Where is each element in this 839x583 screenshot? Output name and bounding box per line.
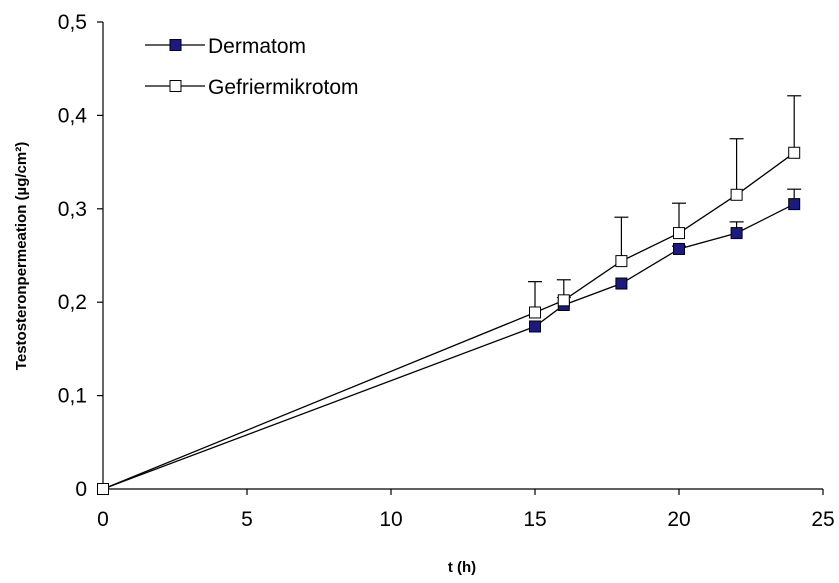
axes [102, 22, 823, 490]
data-point [730, 188, 743, 201]
x-axis-ticks: 0 5 10 15 20 25 [97, 489, 835, 531]
data-point [557, 294, 570, 307]
legend-marker [169, 39, 182, 51]
x-tick-label: 5 [241, 508, 253, 531]
y-tick-label: 0,4 [58, 104, 88, 127]
x-tick-label: 10 [379, 508, 402, 531]
y-axis-title: Testosteronpermeation (µg/cm²) [13, 142, 30, 370]
data-point [673, 227, 685, 240]
data-point [788, 198, 801, 211]
data-point [615, 277, 628, 290]
data-point [529, 320, 541, 333]
data-point [615, 255, 628, 268]
data-point [788, 146, 801, 159]
y-tick-label: 0,5 [58, 11, 87, 34]
data-point [97, 483, 109, 495]
legend-label: Dermatom [208, 35, 306, 58]
data-point [673, 242, 685, 255]
series-line [102, 152, 795, 490]
x-tick-label: 25 [811, 508, 834, 531]
y-tick-label: 0,1 [58, 385, 87, 408]
y-axis-ticks: 0 0,1 0,2 0,3 0,4 0,5 [58, 11, 103, 501]
legend: Dermatom Gefriermikrotom [145, 35, 359, 99]
series-layer [97, 95, 802, 495]
x-tick-label: 0 [97, 508, 109, 531]
y-tick-label: 0,3 [58, 198, 87, 221]
y-tick-label: 0,2 [58, 291, 87, 314]
data-point [730, 227, 743, 240]
legend-label: Gefriermikrotom [208, 76, 359, 99]
data-point [529, 306, 541, 319]
x-axis-title: t (h) [448, 559, 476, 576]
legend-item-gefriermikrotom: Gefriermikrotom [145, 76, 359, 99]
x-tick-label: 15 [523, 508, 546, 531]
series-gefriermikrotom [97, 95, 802, 495]
x-tick-label: 20 [667, 508, 690, 531]
legend-item-dermatom: Dermatom [145, 35, 306, 58]
y-tick-label: 0 [75, 478, 87, 501]
legend-marker [169, 80, 182, 92]
